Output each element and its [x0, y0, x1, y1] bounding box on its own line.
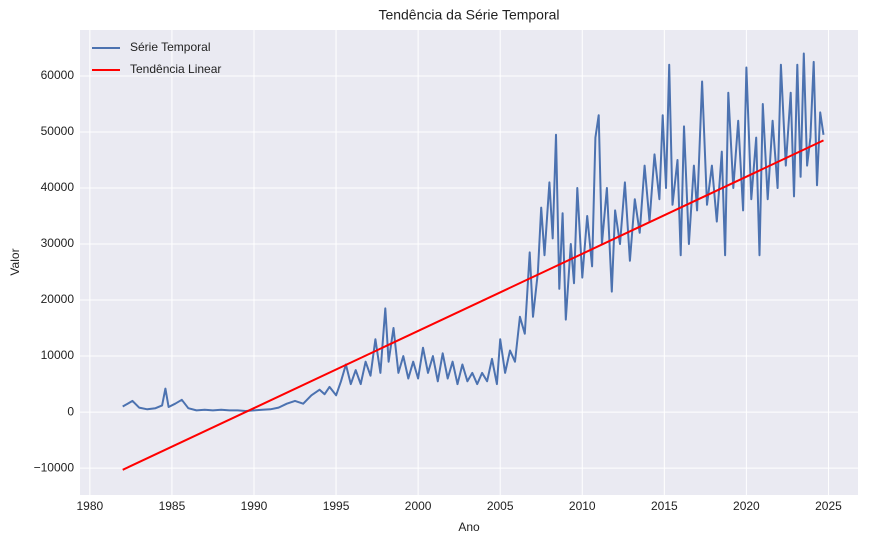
y-tick-label: 30000	[41, 236, 75, 250]
x-tick-label: 2020	[733, 499, 760, 513]
legend-label: Tendência Linear	[130, 62, 221, 76]
chart-title: Tendência da Série Temporal	[378, 7, 559, 23]
x-tick-label: 2000	[405, 499, 432, 513]
x-tick-label: 1995	[323, 499, 350, 513]
x-tick-label: 2010	[569, 499, 596, 513]
plot-area	[80, 30, 858, 495]
y-tick-label: 60000	[41, 68, 75, 82]
series-line	[122, 139, 824, 471]
x-axis-label: Ano	[458, 520, 480, 534]
y-tick-label: 20000	[41, 292, 75, 306]
y-tick-label: −10000	[34, 460, 75, 474]
x-tick-label: 1990	[241, 499, 268, 513]
y-tick-label: 40000	[41, 180, 75, 194]
y-tick-label: 0	[67, 404, 74, 418]
y-tick-label: 50000	[41, 124, 75, 138]
x-tick-label: 2015	[651, 499, 678, 513]
y-tick-label: 10000	[41, 348, 75, 362]
x-tick-label: 2025	[815, 499, 842, 513]
x-tick-label: 2005	[487, 499, 514, 513]
x-tick-label: 1985	[159, 499, 186, 513]
x-tick-label: 1980	[76, 499, 103, 513]
y-axis-label: Valor	[8, 248, 22, 275]
legend-label: Série Temporal	[130, 40, 210, 54]
series-line	[122, 52, 825, 412]
